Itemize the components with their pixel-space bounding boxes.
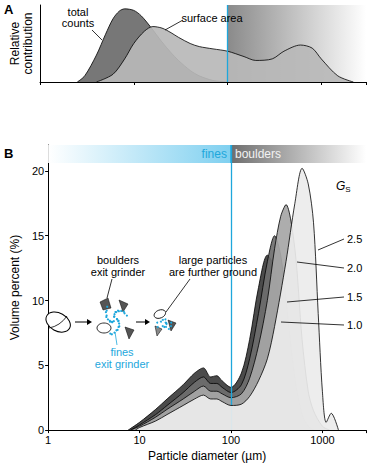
svg-text:Particle diameter (µm): Particle diameter (µm) xyxy=(148,449,266,463)
svg-text:exit grinder: exit grinder xyxy=(91,266,146,278)
svg-text:B: B xyxy=(4,146,13,161)
svg-text:boulders: boulders xyxy=(235,147,281,161)
svg-text:S: S xyxy=(345,185,350,194)
svg-text:G: G xyxy=(336,179,345,193)
svg-text:1.5: 1.5 xyxy=(347,291,362,303)
svg-text:1.0: 1.0 xyxy=(347,319,362,331)
svg-text:boulders: boulders xyxy=(97,254,140,266)
svg-text:2.5: 2.5 xyxy=(347,233,362,245)
svg-text:total: total xyxy=(67,5,89,18)
svg-text:surface area: surface area xyxy=(181,12,243,24)
svg-text:contribution: contribution xyxy=(21,12,35,74)
svg-text:1: 1 xyxy=(45,434,51,446)
svg-text:15: 15 xyxy=(32,230,44,242)
svg-text:5: 5 xyxy=(38,359,44,371)
svg-text:Volume percent (%): Volume percent (%) xyxy=(8,235,22,340)
svg-text:100: 100 xyxy=(222,434,240,446)
svg-text:counts: counts xyxy=(62,17,95,29)
svg-text:fines: fines xyxy=(202,147,227,161)
svg-text:large particles: large particles xyxy=(179,254,248,266)
svg-text:20: 20 xyxy=(32,165,44,177)
svg-text:1000: 1000 xyxy=(310,434,334,446)
svg-text:10: 10 xyxy=(32,295,44,307)
svg-text:0: 0 xyxy=(38,424,44,436)
svg-text:A: A xyxy=(4,2,14,17)
svg-text:fines: fines xyxy=(110,346,134,358)
svg-text:exit grinder: exit grinder xyxy=(95,358,150,370)
svg-text:Relative: Relative xyxy=(8,22,22,66)
svg-text:10: 10 xyxy=(133,434,145,446)
svg-text:are further ground: are further ground xyxy=(169,266,257,278)
svg-text:2.0: 2.0 xyxy=(347,262,362,274)
